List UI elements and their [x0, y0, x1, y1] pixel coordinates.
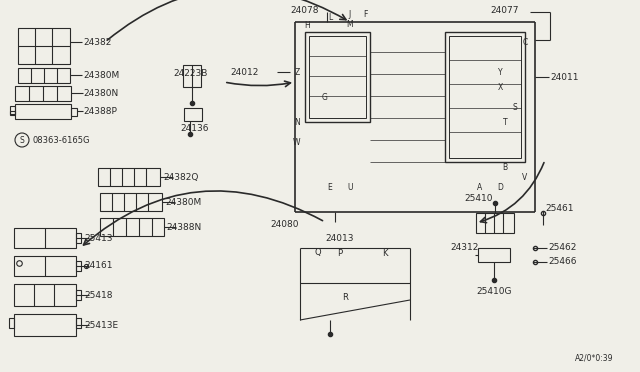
Text: 24223B: 24223B — [173, 68, 207, 77]
Text: H: H — [304, 20, 310, 29]
Text: 25418: 25418 — [84, 291, 113, 299]
Text: 24078: 24078 — [290, 6, 319, 15]
Bar — [309, 36, 366, 118]
Bar — [71, 108, 77, 116]
Bar — [305, 32, 370, 122]
Bar — [14, 256, 76, 276]
Bar — [449, 36, 521, 158]
Text: C: C — [522, 38, 527, 46]
Bar — [100, 218, 164, 236]
Text: M: M — [347, 19, 353, 29]
Text: Y: Y — [498, 67, 502, 77]
Text: 24161: 24161 — [84, 262, 113, 270]
Text: R: R — [342, 294, 348, 302]
Bar — [76, 290, 81, 300]
Text: S: S — [20, 135, 24, 144]
Bar — [76, 318, 81, 328]
Text: 24012: 24012 — [230, 67, 259, 77]
Text: V: V — [522, 173, 527, 182]
Text: 24380M: 24380M — [83, 71, 119, 80]
Text: 24013: 24013 — [325, 234, 353, 243]
Bar — [9, 318, 14, 328]
Text: B: B — [502, 163, 508, 171]
Bar — [10, 111, 15, 115]
Bar — [10, 106, 15, 114]
Bar — [183, 65, 201, 87]
Text: 25466: 25466 — [548, 257, 577, 266]
Text: 24382Q: 24382Q — [163, 173, 198, 182]
Bar — [76, 261, 81, 271]
Text: 24388P: 24388P — [83, 106, 117, 115]
Bar — [18, 68, 70, 83]
Text: 24011: 24011 — [550, 73, 579, 81]
Text: W: W — [293, 138, 301, 147]
FancyArrowPatch shape — [227, 81, 291, 87]
Text: 24136: 24136 — [180, 124, 209, 132]
Text: 24382: 24382 — [83, 38, 111, 46]
Bar — [18, 28, 70, 64]
Bar — [476, 213, 514, 233]
Text: U: U — [348, 183, 353, 192]
Text: 25410: 25410 — [464, 193, 493, 202]
Text: 25410G: 25410G — [476, 288, 511, 296]
Text: 24388N: 24388N — [166, 222, 201, 231]
Text: 24080: 24080 — [270, 219, 298, 228]
FancyArrowPatch shape — [481, 163, 544, 223]
Bar — [478, 248, 510, 262]
Text: 25462: 25462 — [548, 244, 577, 253]
Bar — [98, 168, 160, 186]
Text: J: J — [349, 10, 351, 19]
Text: K: K — [382, 248, 388, 257]
Bar — [184, 108, 202, 121]
Text: X: X — [497, 83, 502, 92]
Bar — [76, 233, 81, 243]
Text: 24077: 24077 — [490, 6, 518, 15]
Text: 25413E: 25413E — [84, 321, 118, 330]
Bar — [445, 32, 525, 162]
Text: 25413: 25413 — [84, 234, 113, 243]
Bar — [14, 314, 76, 336]
Bar — [14, 284, 76, 306]
Text: N: N — [294, 118, 300, 126]
FancyArrowPatch shape — [107, 0, 346, 40]
Text: F: F — [363, 10, 367, 19]
Text: S: S — [513, 103, 517, 112]
Bar — [100, 193, 162, 211]
Text: 24380M: 24380M — [165, 198, 201, 206]
Text: A: A — [477, 183, 483, 192]
Text: A2/0*0:39: A2/0*0:39 — [575, 353, 614, 362]
Text: E: E — [328, 183, 332, 192]
Text: G: G — [322, 93, 328, 102]
Text: D: D — [497, 183, 503, 192]
Text: Q: Q — [315, 248, 321, 257]
FancyArrowPatch shape — [83, 191, 323, 245]
Text: T: T — [502, 118, 508, 126]
Text: P: P — [337, 248, 342, 257]
Text: Z: Z — [294, 67, 300, 77]
Bar — [15, 104, 71, 119]
Bar — [15, 86, 71, 101]
Text: 24312: 24312 — [450, 244, 478, 253]
Text: 25461: 25461 — [545, 203, 573, 212]
Text: L: L — [328, 13, 332, 22]
Text: 08363-6165G: 08363-6165G — [32, 135, 90, 144]
Text: 24380N: 24380N — [83, 89, 118, 97]
Bar — [14, 228, 76, 248]
